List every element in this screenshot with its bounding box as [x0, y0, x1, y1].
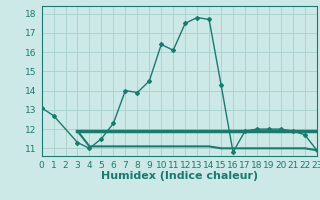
X-axis label: Humidex (Indice chaleur): Humidex (Indice chaleur) [100, 171, 258, 181]
